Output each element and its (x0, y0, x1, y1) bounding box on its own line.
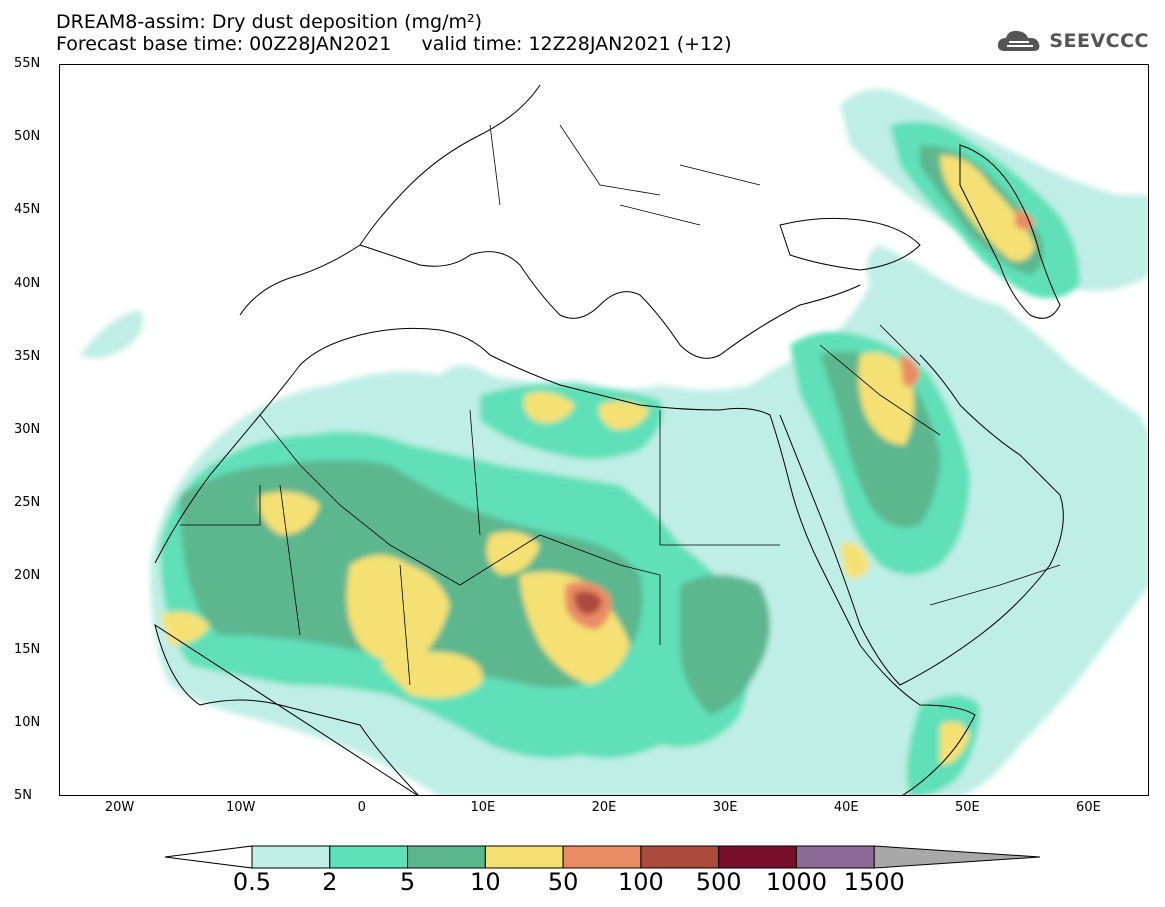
dust-region-high (599, 401, 650, 430)
lon-tick-label: 0 (357, 800, 366, 815)
country-border (180, 484, 411, 686)
forecast-times: Forecast base time: 00Z28JAN2021 valid t… (56, 33, 732, 55)
lon-tick-label: 30E (712, 800, 738, 815)
country-border (489, 124, 761, 226)
dust-region-peak (574, 591, 602, 615)
colorbar-swatch (795, 845, 875, 869)
lon-tick-label: 60E (1076, 800, 1101, 815)
colorbar-swatch (640, 845, 720, 869)
lat-tick-label: 25N (14, 495, 41, 511)
dust-region-high (940, 721, 970, 765)
lon-tick-label: 10W (225, 800, 256, 815)
country-border (819, 324, 941, 436)
colorbar-swatch (329, 845, 409, 869)
lat-tick-label: 40N (14, 275, 41, 291)
country-border (469, 409, 780, 645)
lon-tick-label: 20W (104, 800, 135, 815)
dust-region-high (940, 155, 1035, 261)
dust-region-high (346, 555, 450, 665)
colorbar-over-arrow (873, 845, 1041, 869)
colorbar-swatch (718, 845, 797, 869)
map-frame (59, 64, 1149, 796)
colorbar-label: 50 (547, 868, 579, 896)
europe-coastline (239, 84, 861, 359)
lat-tick-label: 55N (14, 56, 41, 71)
colorbar-label: 1000 (765, 868, 827, 896)
dust-region-high (840, 542, 870, 579)
lon-tick-label: 40E (833, 800, 859, 815)
lon-tick-label: 50E (954, 800, 980, 815)
logo-text: SEEVCCC (1049, 30, 1149, 52)
colorbar-swatch (562, 845, 642, 869)
cloud-icon (998, 30, 1040, 51)
border-layer (180, 124, 1061, 686)
dust-region-high (380, 651, 483, 699)
lat-tick-label: 30N (14, 422, 41, 437)
colorbar-label: 5 (399, 868, 416, 896)
dust-region-high (524, 391, 575, 424)
colorbar-swatch (251, 845, 331, 869)
colorbar-label: 2 (322, 868, 338, 896)
lat-tick-label: 10N (14, 714, 41, 730)
dust-field-layer (80, 89, 1148, 795)
dust-region-very-high (1015, 210, 1035, 230)
seevccc-logo: SEEVCCC (995, 26, 1149, 56)
colorbar-label: 0.5 (232, 868, 272, 896)
lat-tick-label: 35N (14, 348, 41, 364)
africa-coastline (154, 327, 976, 795)
colorbar-label: 500 (695, 868, 742, 896)
country-border (929, 564, 1061, 606)
country-border (259, 414, 661, 586)
lon-tick-label: 20E (591, 800, 617, 815)
arabia-coastline (779, 354, 1064, 686)
dust-deposition-map (80, 84, 1148, 795)
caspian-coastline (959, 144, 1061, 319)
lat-tick-label: 20N (14, 568, 41, 584)
colorbar-under-arrow (164, 845, 253, 869)
lon-tick-label: 10E (470, 800, 496, 815)
coastline-layer (154, 84, 1064, 795)
lat-tick-label: 5N (14, 788, 32, 803)
black-sea-coastline (779, 217, 921, 271)
dust-region-high (486, 531, 540, 575)
dust-region-very-high (900, 355, 920, 387)
map-title: DREAM8-assim: Dry dust deposition (mg/m²… (56, 11, 483, 33)
colorbar-swatch (484, 845, 564, 869)
colorbar-label: 10 (470, 868, 501, 896)
colorbar-label: 100 (617, 868, 664, 896)
lat-tick-label: 45N (14, 202, 41, 218)
dust-region-high (259, 491, 320, 535)
colorbar-swatch (407, 845, 486, 869)
lat-tick-label: 15N (14, 641, 41, 657)
lat-tick-label: 50N (14, 129, 41, 145)
dust-region-moderate (680, 575, 770, 715)
dust-region-lowest (80, 310, 144, 359)
colorbar-label: 1500 (843, 868, 905, 896)
